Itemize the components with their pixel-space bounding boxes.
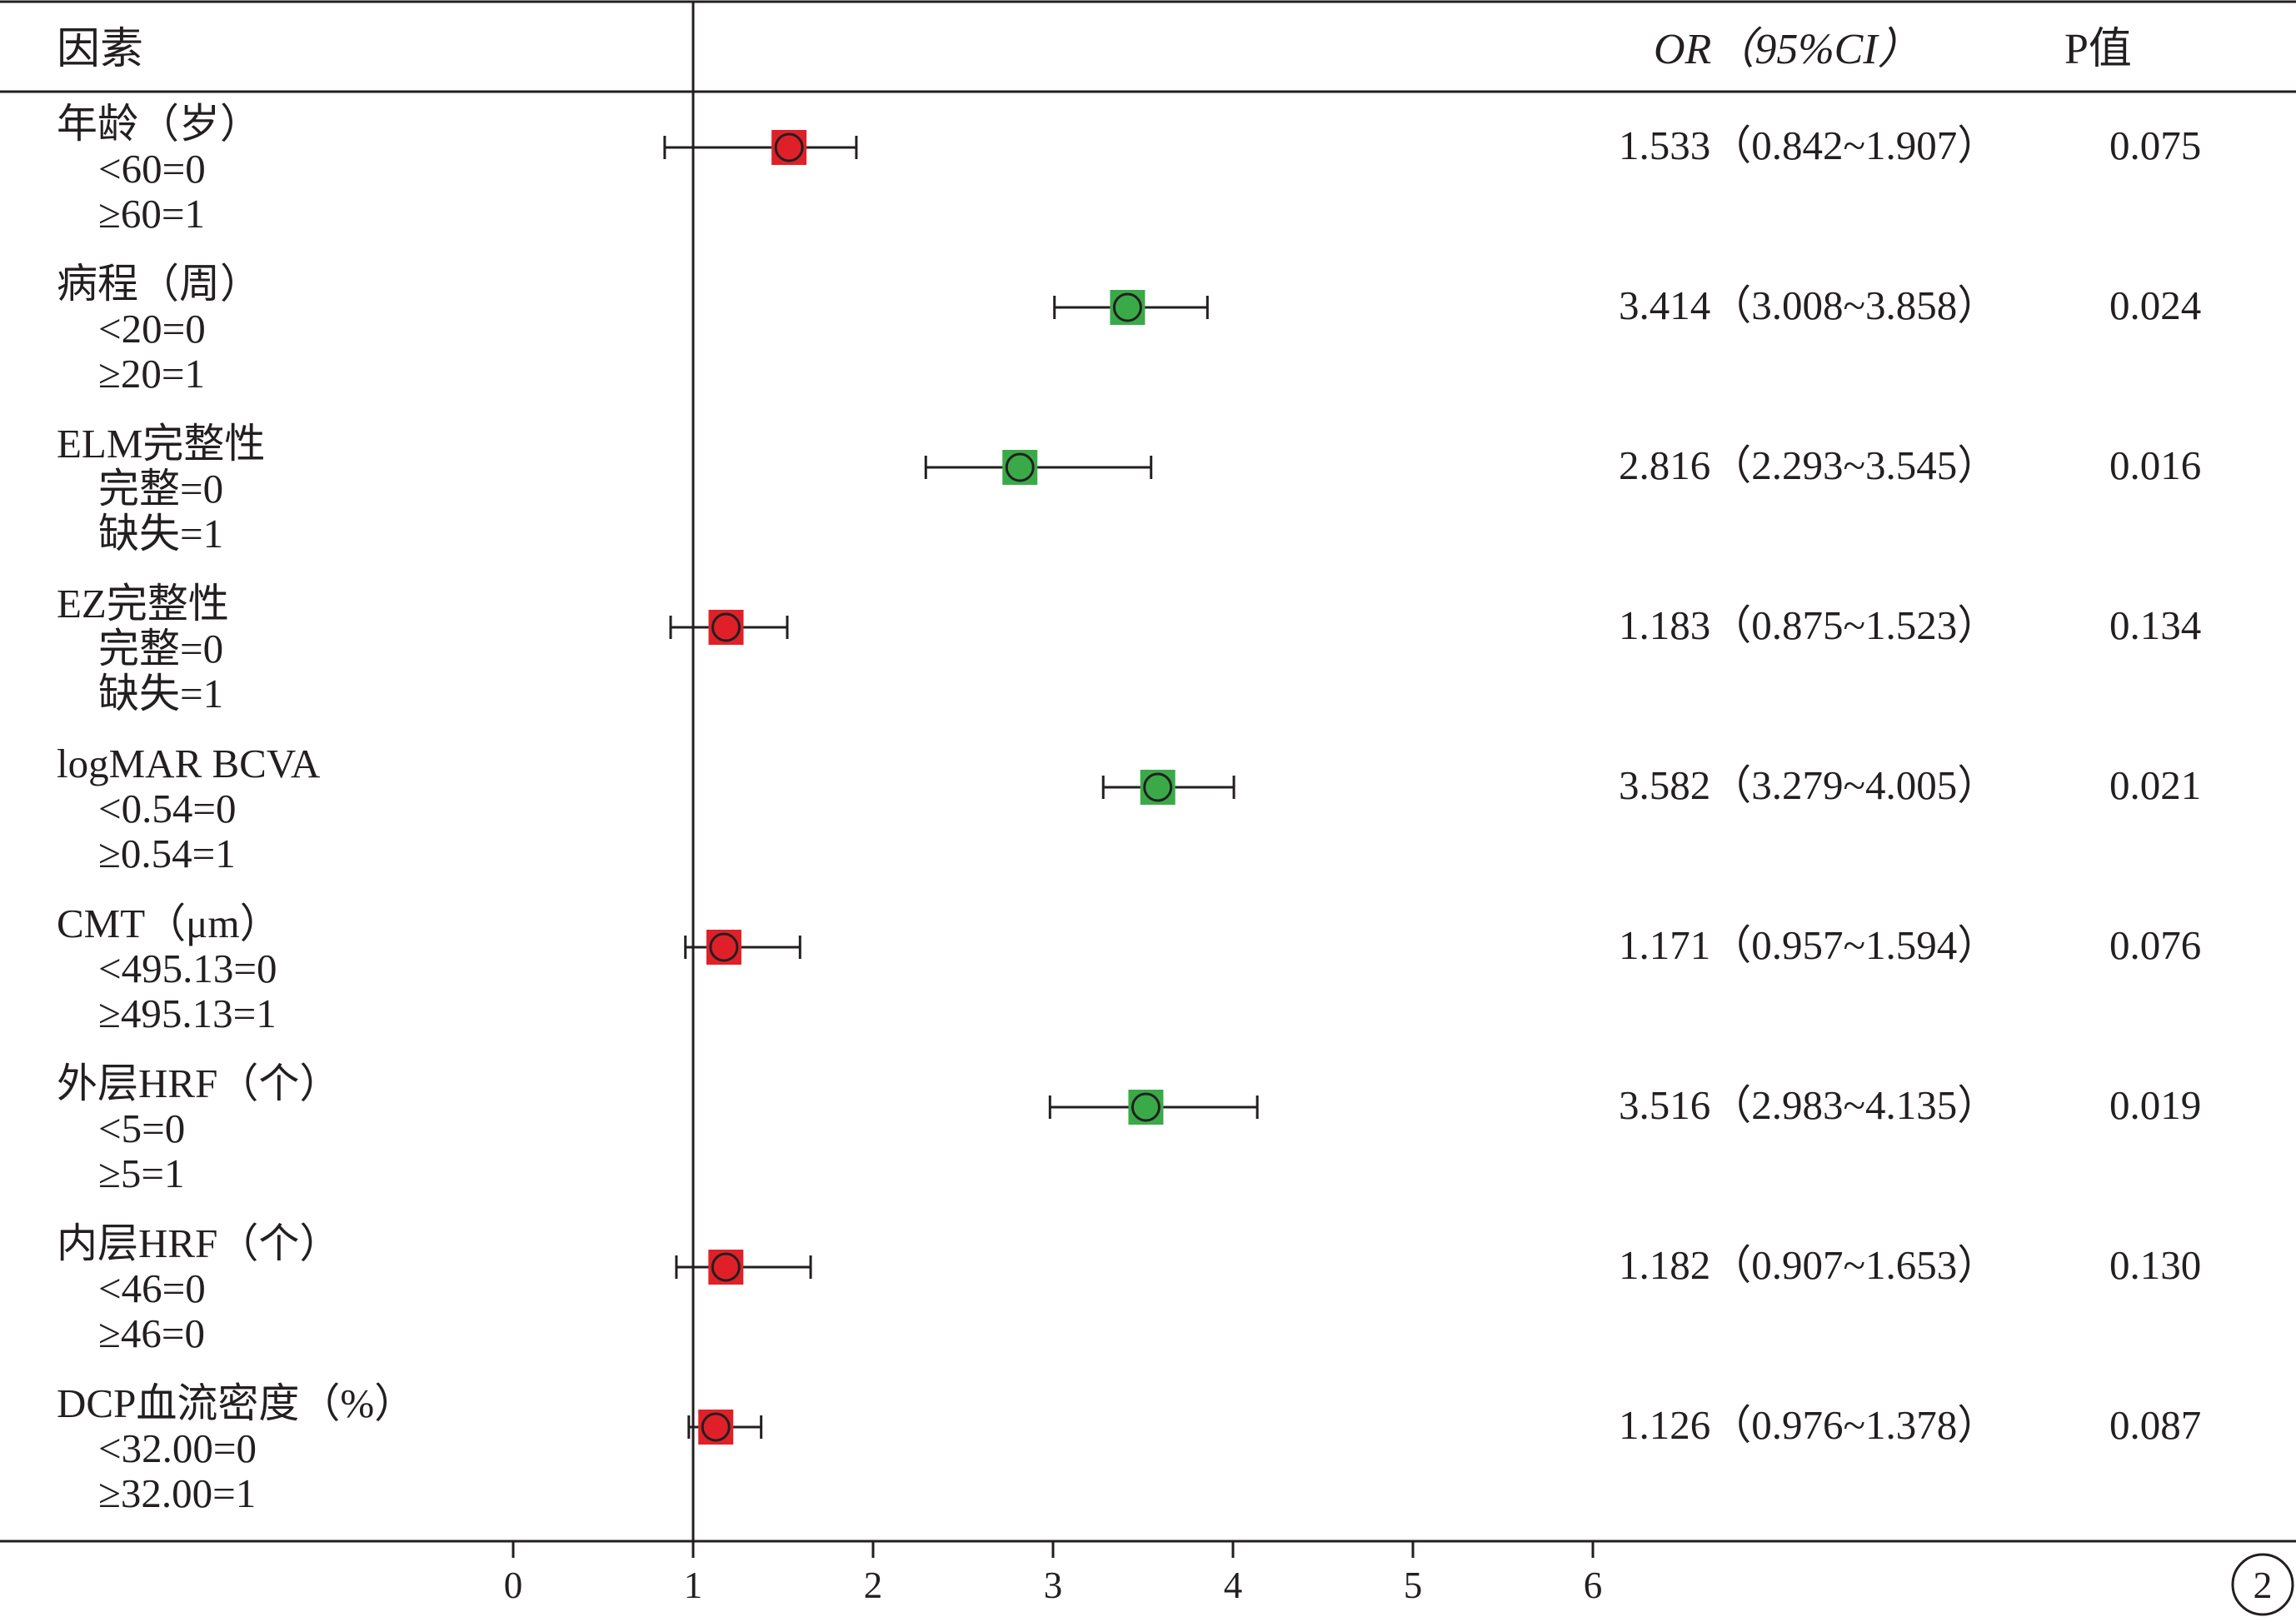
- x-axis: 0 1 2 3 4 5 6: [504, 1541, 1603, 1606]
- x-tick-label: 2: [864, 1565, 883, 1606]
- or-marker-circle: [1005, 452, 1035, 482]
- p-value: 0.076: [2109, 922, 2201, 968]
- row-level-label: <0.54=0: [98, 786, 237, 831]
- or-ci-value: 3.516（2.983~4.135）: [1619, 1082, 1998, 1128]
- p-value: 0.021: [2109, 762, 2201, 808]
- or-ci-value: 1.183（0.875~1.523）: [1619, 602, 1998, 648]
- row-level-label: ≥60=1: [98, 191, 205, 237]
- or-ci-value: 2.816（2.293~3.545）: [1619, 442, 1998, 488]
- row-level-label: 缺失=1: [98, 511, 223, 556]
- x-tick-label: 4: [1224, 1565, 1243, 1606]
- or-ci-value: 1.126（0.976~1.378）: [1619, 1402, 1998, 1448]
- header-p: P值: [2064, 26, 2132, 73]
- forest-row: 年龄（岁）<60=0≥60=1 1.533（0.842~1.907） 0.075: [57, 101, 2201, 237]
- or-marker-circle: [711, 1252, 741, 1282]
- row-level-label: 缺失=1: [98, 671, 223, 716]
- row-label: 病程（周）: [57, 261, 261, 307]
- forest-rows: 年龄（岁）<60=0≥60=1 1.533（0.842~1.907） 0.075 病程…: [57, 101, 2201, 1516]
- forest-row: DCP血流密度（%）<32.00=0≥32.00=1 1.126（0.976~1.…: [57, 1380, 2201, 1516]
- row-level-label: <32.00=0: [98, 1425, 257, 1471]
- or-marker-circle: [709, 932, 739, 962]
- or-marker-circle: [1112, 292, 1142, 322]
- p-value: 0.075: [2109, 122, 2201, 168]
- page-number: 2: [2254, 1564, 2273, 1606]
- row-label: DCP血流密度（%）: [57, 1380, 415, 1426]
- or-marker-circle: [1143, 772, 1173, 802]
- row-level-label: ≥495.13=1: [98, 991, 277, 1036]
- row-label: CMT（μm）: [57, 901, 281, 946]
- x-tick-label: 3: [1044, 1565, 1063, 1606]
- x-tick-label: 1: [684, 1565, 703, 1606]
- forest-row: logMAR BCVA<0.54=0≥0.54=1 3.582（3.279~4.0…: [57, 741, 2201, 876]
- row-label: EZ完整性: [57, 581, 229, 626]
- row-level-label: ≥0.54=1: [98, 831, 236, 876]
- p-value: 0.016: [2109, 442, 2201, 488]
- row-label: 内层HRF（个）: [57, 1220, 340, 1266]
- row-label: 年龄（岁）: [57, 101, 261, 147]
- forest-row: 病程（周）<20=0≥20=1 3.414（3.008~3.858） 0.024: [57, 261, 2201, 397]
- x-tick-label: 6: [1584, 1565, 1603, 1606]
- row-label: 外层HRF（个）: [57, 1061, 340, 1106]
- or-marker-circle: [701, 1412, 731, 1442]
- row-level-label: <5=0: [98, 1105, 185, 1151]
- or-ci-value: 1.533（0.842~1.907）: [1619, 122, 1998, 168]
- row-level-label: 完整=0: [98, 466, 223, 512]
- p-value: 0.134: [2109, 602, 2201, 648]
- row-level-label: ≥5=1: [98, 1150, 185, 1196]
- row-label: ELM完整性: [57, 421, 265, 467]
- row-level-label: ≥46=0: [98, 1310, 205, 1356]
- or-ci-value: 1.182（0.907~1.653）: [1619, 1242, 1998, 1288]
- or-ci-value: 3.414（3.008~3.858）: [1619, 282, 1998, 328]
- p-value: 0.087: [2109, 1402, 2201, 1448]
- or-marker-circle: [774, 132, 804, 162]
- or-ci-value: 3.582（3.279~4.005）: [1619, 762, 1998, 808]
- p-value: 0.019: [2109, 1082, 2201, 1128]
- row-level-label: ≥20=1: [98, 351, 205, 397]
- or-ci-value: 1.171（0.957~1.594）: [1619, 922, 1998, 968]
- row-level-label: 完整=0: [98, 626, 223, 671]
- row-level-label: <46=0: [98, 1265, 206, 1311]
- forest-row: 内层HRF（个）<46=0≥46=0 1.182（0.907~1.653） 0.13…: [57, 1220, 2201, 1356]
- row-level-label: <60=0: [98, 146, 206, 192]
- page-number-circle: [2231, 1553, 2294, 1616]
- row-label: logMAR BCVA: [57, 741, 321, 786]
- row-level-label: ≥32.00=1: [98, 1470, 256, 1516]
- forest-row: 外层HRF（个）<5=0≥5=1 3.516（2.983~4.135） 0.019: [57, 1061, 2201, 1196]
- row-level-label: <20=0: [98, 306, 206, 352]
- header-or-ci: OR（95%CI）: [1654, 26, 1921, 73]
- or-marker-circle: [711, 612, 741, 642]
- row-level-label: <495.13=0: [98, 946, 277, 991]
- x-tick-label: 5: [1404, 1565, 1423, 1606]
- p-value: 0.130: [2109, 1242, 2201, 1288]
- x-tick-label: 0: [504, 1565, 523, 1606]
- or-marker-circle: [1131, 1092, 1160, 1122]
- forest-row: CMT（μm）<495.13=0≥495.13=1 1.171（0.957~1.5…: [57, 901, 2201, 1036]
- header-factor: 因素: [57, 26, 143, 73]
- p-value: 0.024: [2109, 282, 2201, 328]
